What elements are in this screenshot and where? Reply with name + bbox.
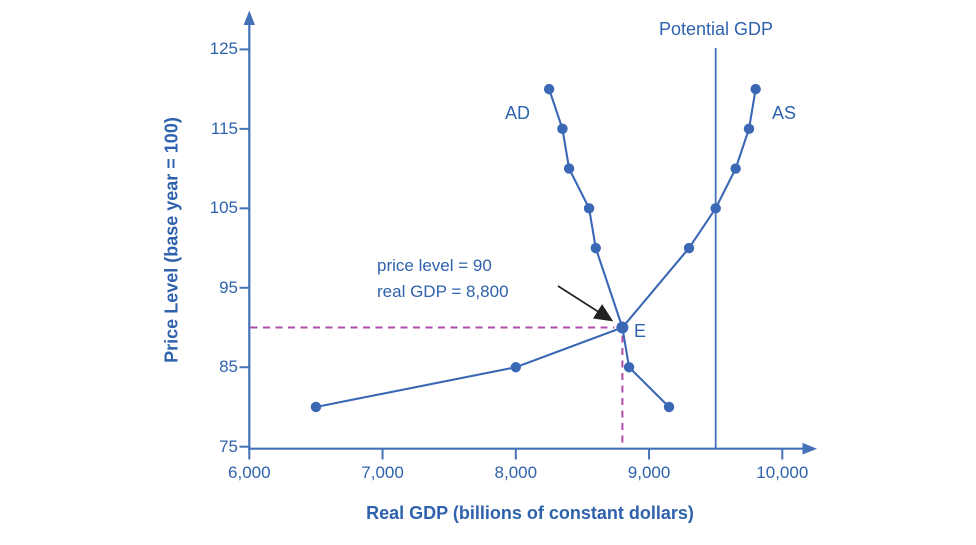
x-tick-label: 8,000	[494, 463, 538, 482]
as-data-point	[750, 83, 761, 95]
x-axis-title: Real GDP (billions of constant dollars)	[366, 503, 694, 523]
as-data-point	[710, 203, 721, 214]
annotation-arrow	[557, 285, 614, 322]
y-tick-label: 115	[210, 118, 238, 138]
as-data-point	[743, 123, 755, 135]
ad-curve-label: AD	[505, 103, 531, 123]
as-data-point	[730, 163, 741, 174]
x-tick-label: 7,000	[361, 463, 404, 482]
x-axis-arrowhead	[802, 442, 817, 455]
ad-curve	[548, 88, 670, 408]
y-tick-label: 95	[219, 277, 238, 297]
as-data-point	[510, 362, 521, 373]
y-tick-label: 105	[209, 198, 238, 218]
y-tick-label: 125	[209, 39, 238, 59]
y-tick-label: 75	[219, 436, 238, 456]
potential-gdp-label: Potential GDP	[658, 19, 774, 39]
ad-data-point	[623, 362, 635, 373]
ad-data-point	[563, 163, 575, 174]
y-axis-title: Price Level (base year = 100)	[161, 117, 182, 363]
equilibrium-point	[616, 321, 629, 334]
ad-data-point	[583, 203, 595, 214]
as-data-point	[310, 401, 322, 413]
as-data-point	[683, 242, 695, 254]
as-curve	[315, 88, 757, 408]
annotation-price-level: price level = 90	[377, 256, 492, 275]
y-axis-arrowhead	[243, 10, 255, 25]
annotation-real-gdp: real GDP = 8,800	[377, 282, 509, 301]
y-tick-label: 85	[219, 357, 238, 377]
ad-data-point	[543, 83, 555, 95]
ad-data-point	[557, 123, 568, 135]
as-curve-label: AS	[772, 103, 797, 123]
x-tick-label: 6,000	[228, 463, 271, 482]
x-tick-label: 10,000	[756, 463, 809, 482]
x-tick-label: 9,000	[627, 463, 671, 482]
ad-data-point	[663, 401, 675, 413]
equilibrium-label: E	[634, 321, 647, 341]
ad-data-point	[590, 242, 601, 254]
equilibrium-annotation: price level = 90 real GDP = 8,800	[377, 253, 509, 305]
